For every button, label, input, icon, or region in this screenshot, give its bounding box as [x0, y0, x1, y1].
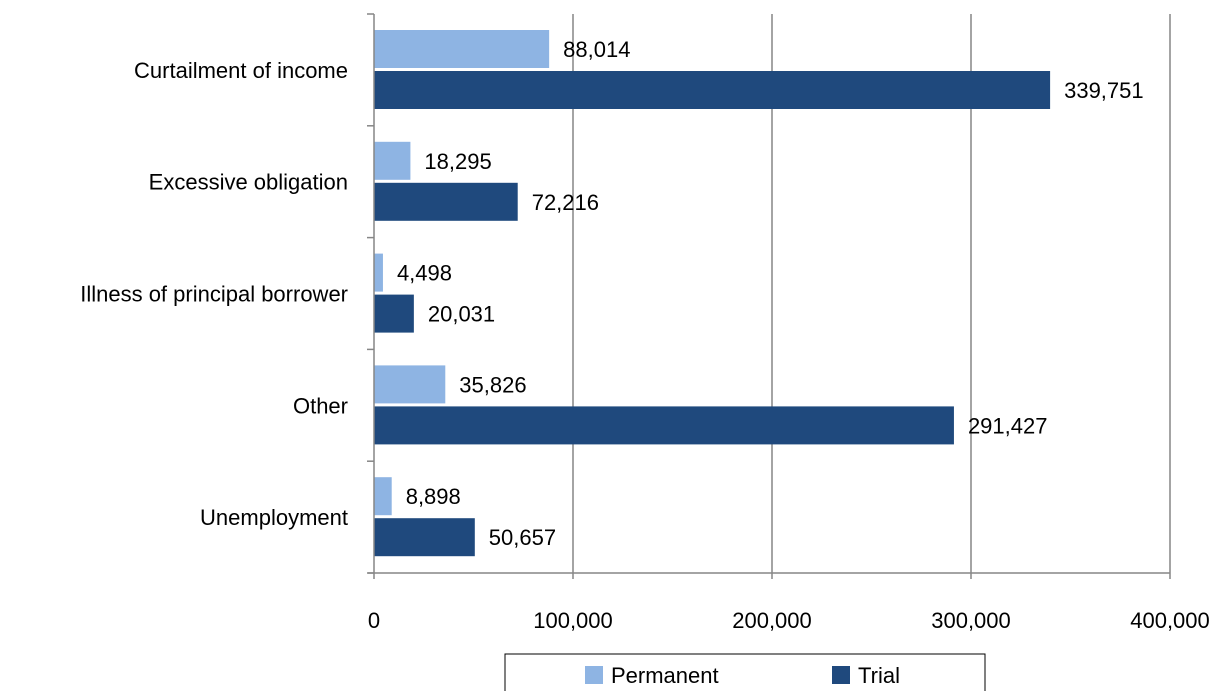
- category-label-4: Unemployment: [200, 505, 348, 530]
- category-label-1: Excessive obligation: [149, 170, 348, 195]
- legend-swatch-permanent: [585, 666, 603, 684]
- data-label-trial-4: 50,657: [489, 525, 556, 550]
- data-label-trial-1: 72,216: [532, 190, 599, 215]
- axes: [367, 13, 1170, 579]
- data-labels: 88,014 339,751 18,295 72,216 4,498 20,031 35,8…: [397, 37, 1144, 550]
- bar-permanent-1: [374, 141, 411, 180]
- data-label-trial-2: 20,031: [428, 302, 495, 327]
- legend-box: [504, 653, 986, 691]
- legend-label-trial: Trial: [858, 663, 900, 688]
- data-label-permanent-0: 88,014: [563, 37, 630, 62]
- data-label-permanent-3: 35,826: [459, 372, 526, 397]
- bar-permanent-2: [374, 253, 383, 292]
- data-label-permanent-1: 18,295: [424, 149, 491, 174]
- category-labels: Curtailment of income Excessive obligatio…: [80, 58, 348, 530]
- bar-trial-0: [374, 71, 1051, 109]
- data-label-permanent-2: 4,498: [397, 261, 452, 286]
- category-label-3: Other: [293, 393, 348, 418]
- legend-swatch-trial: [832, 666, 850, 684]
- bar-trial-2: [374, 294, 414, 333]
- category-label-0: Curtailment of income: [134, 58, 348, 83]
- x-tick-label-1: 100,000: [533, 608, 613, 633]
- bar-trial-3: [374, 406, 954, 445]
- bar-permanent-0: [374, 30, 550, 68]
- x-tick-label-2: 200,000: [732, 608, 812, 633]
- bars: [374, 30, 1051, 557]
- data-label-trial-0: 339,751: [1064, 78, 1144, 103]
- bar-trial-1: [374, 182, 518, 221]
- legend-label-permanent: Permanent: [611, 663, 719, 688]
- x-tick-label-4: 400,000: [1130, 608, 1210, 633]
- bar-permanent-4: [374, 477, 392, 516]
- data-label-trial-3: 291,427: [968, 413, 1048, 438]
- bar-permanent-3: [374, 365, 446, 404]
- data-label-permanent-4: 8,898: [406, 484, 461, 509]
- x-tick-labels: 0 100,000 200,000 300,000 400,000: [368, 608, 1210, 633]
- x-tick-label-0: 0: [368, 608, 380, 633]
- x-tick-label-3: 300,000: [931, 608, 1011, 633]
- category-label-2: Illness of principal borrower: [80, 282, 348, 307]
- bar-trial-4: [374, 518, 475, 557]
- legend: Permanent Trial: [504, 653, 986, 691]
